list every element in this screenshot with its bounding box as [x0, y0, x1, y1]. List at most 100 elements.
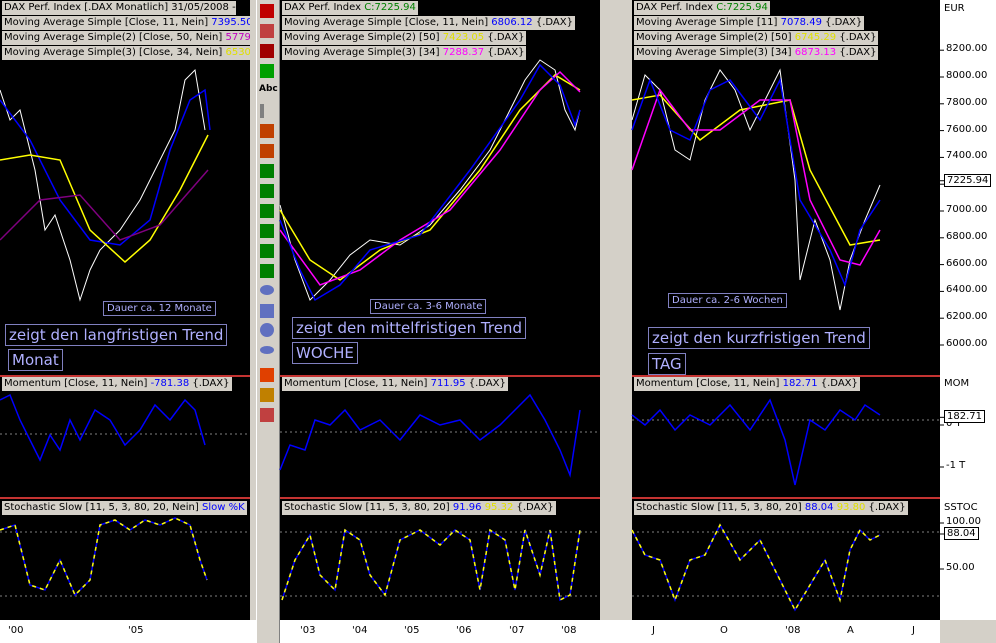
header-value: C:7225.94 [716, 2, 768, 13]
y-tick-label: 0 T [946, 418, 962, 429]
indicator-tag: {.DAX} [487, 47, 525, 58]
axis-unit: EUR [944, 3, 965, 14]
x-tick-label: '06 [456, 625, 472, 636]
current-value: 182.71 [944, 410, 985, 424]
indicator-row: Moving Average Simple(2) [Close, 50, Nei… [2, 31, 250, 45]
header-label: DAX Perf. Index [636, 2, 714, 13]
momentum-label: Momentum [Close, 11, Nein] [284, 378, 428, 389]
axis-unit: SSTOC [944, 502, 978, 513]
y-tick-label: 8000.00 [946, 70, 988, 81]
momentum-tag: {.DAX} [192, 378, 230, 389]
decor [0, 4, 940, 612]
y-tick-label: 50.00 [946, 562, 975, 573]
stochastic-value: Slow %K [201, 502, 245, 513]
indicator-value: 6530 [225, 47, 250, 58]
x-tick-label: '05 [128, 625, 144, 636]
momentum-header: Momentum [Close, 11, Nein] 182.71 {.DAX} [634, 377, 860, 391]
stochastic-header: Stochastic Slow [11, 5, 3, 80, 20] 88.04… [634, 501, 908, 515]
momentum-tag: {.DAX} [468, 378, 506, 389]
stochastic-label: Stochastic Slow [11, 5, 3, 80, 20] [284, 502, 450, 513]
pane [632, 0, 940, 375]
annotation: Monat [8, 349, 63, 371]
current-value: 7225.94 [944, 173, 992, 187]
x-tick-label: '08 [561, 625, 577, 636]
indicator-label: Moving Average Simple(3) [34] [284, 47, 440, 58]
axis-unit: MOM [944, 378, 970, 389]
indicator-row: Moving Average Simple [Close, 11, Nein] … [282, 16, 575, 30]
pane [632, 377, 940, 497]
indicator-tag: {.DAX} [839, 47, 877, 58]
indicator-row: Moving Average Simple(2) [50] 6745.29 {.… [634, 31, 879, 45]
annotation: zeigt den mittelfristigen Trend [292, 317, 526, 339]
pane [280, 377, 600, 497]
indicator-label: Moving Average Simple [Close, 11, Nein] [284, 17, 489, 28]
indicator-value: 7288.37 [442, 47, 485, 58]
stochastic-tag: {.DAX} [516, 502, 554, 513]
y-tick-label: 7600.00 [946, 123, 988, 135]
right-axis [940, 0, 996, 620]
momentum-value: 182.71 [782, 378, 818, 389]
x-tick-label: J [912, 625, 915, 636]
indicator-tag: {.DAX} [535, 17, 573, 28]
momentum-header: Momentum [Close, 11, Nein] -781.38 {.DAX… [2, 377, 232, 391]
annotation: WOCHE [292, 342, 358, 364]
indicator-row: Moving Average Simple(3) [Close, 34, Nei… [2, 46, 250, 60]
stochastic-value: 95.32 [484, 502, 514, 513]
annotation: Dauer ca. 12 Monate [103, 301, 216, 316]
header-label: DAX Perf. Index [.DAX Monatlich] 31/05/2… [4, 2, 236, 13]
momentum-value: -781.38 [150, 378, 190, 389]
y-tick-label: 6800.00 [946, 230, 988, 242]
indicator-row: Moving Average Simple(3) [34] 6873.13 {.… [634, 46, 879, 60]
indicator-label: Moving Average Simple(2) [50] [284, 32, 440, 43]
momentum-label: Momentum [Close, 11, Nein] [4, 378, 148, 389]
indicator-value: 6806.12 [491, 17, 533, 28]
indicator-tag: {.DAX} [839, 32, 877, 43]
pane [0, 499, 250, 620]
stochastic-header: Stochastic Slow [11, 5, 3, 80, 20] 91.96… [282, 501, 556, 515]
y-tick-label: 6000.00 [946, 338, 988, 349]
indicator-row: Moving Average Simple(3) [34] 7288.37 {.… [282, 46, 527, 60]
x-tick-label: '08 [785, 625, 801, 636]
indicator-label: Moving Average Simple(3) [34] [636, 47, 792, 58]
x-tick-label: O [720, 625, 728, 636]
y-tick-label: 7800.00 [946, 96, 988, 108]
stochastic-label: Stochastic Slow [11, 5, 3, 80, 20] [636, 502, 802, 513]
annotation: Dauer ca. 2-6 Wochen [668, 293, 787, 308]
stochastic-value: 88.04 [804, 502, 834, 513]
chart-header: DAX Perf. Index C:7225.94 [634, 1, 770, 15]
indicator-tag: {.DAX} [487, 32, 525, 43]
indicator-value: 7078.49 [780, 17, 822, 28]
annotation: Dauer ca. 3-6 Monate [370, 299, 487, 314]
y-tick-label: 6600.00 [946, 257, 988, 269]
chart-header: DAX Perf. Index [.DAX Monatlich] 31/05/2… [2, 1, 236, 15]
indicator-label: Moving Average Simple(2) [50] [636, 32, 792, 43]
indicator-value: 7395.50 [211, 17, 250, 28]
annotation: TAG [648, 353, 686, 375]
indicator-row: Moving Average Simple [11] 7078.49 {.DAX… [634, 16, 865, 30]
stochastic-label: Stochastic Slow [11, 5, 3, 80, 20, Nein] [4, 502, 199, 513]
indicator-label: Moving Average Simple(3) [Close, 34, Nei… [4, 47, 223, 58]
x-tick-label: '05 [404, 625, 420, 636]
x-tick-label: '03 [300, 625, 316, 636]
header-value: C:7225.94 [364, 2, 416, 13]
indicator-value: 7423.05 [442, 32, 485, 43]
toolbar-text: Abc [259, 84, 278, 94]
x-tick-label: '00 [8, 625, 24, 636]
indicator-label: Moving Average Simple(2) [Close, 50, Nei… [4, 32, 223, 43]
header-label: DAX Perf. Index [284, 2, 362, 13]
y-tick-label: 7000.00 [946, 204, 988, 215]
indicator-value: 6745.29 [794, 32, 837, 43]
stochastic-value: 93.80 [836, 502, 866, 513]
pane [0, 0, 250, 375]
current-value: 88.04 [944, 527, 979, 540]
pane [280, 499, 600, 620]
x-tick-label: J [652, 625, 655, 636]
stochastic-header: Stochastic Slow [11, 5, 3, 80, 20, Nein]… [2, 501, 247, 515]
x-tick-label: A [847, 625, 854, 636]
x-tick-label: '04 [352, 625, 368, 636]
chart-header: DAX Perf. Index C:7225.94 [282, 1, 418, 15]
indicator-value: 6873.13 [794, 47, 837, 58]
x-tick-label: '07 [509, 625, 525, 636]
